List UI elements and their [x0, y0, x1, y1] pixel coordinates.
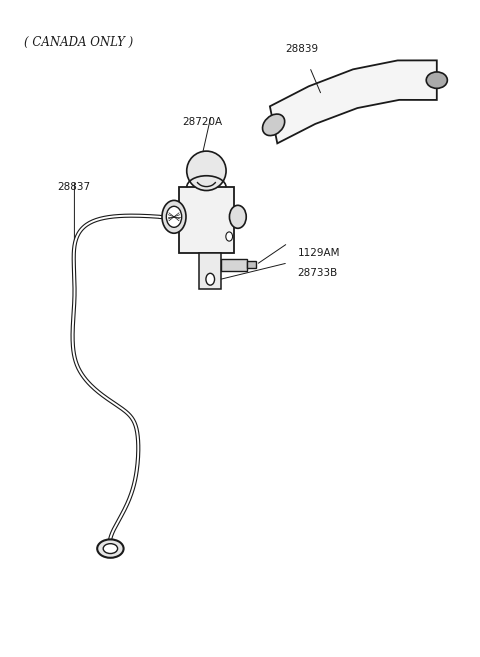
Bar — [200, 253, 221, 289]
Text: 28839: 28839 — [286, 44, 319, 55]
Text: 28720A: 28720A — [182, 116, 223, 127]
Ellipse shape — [162, 200, 186, 233]
Ellipse shape — [229, 205, 246, 228]
Ellipse shape — [97, 539, 124, 558]
Ellipse shape — [187, 151, 226, 191]
Text: 28837: 28837 — [58, 182, 91, 193]
Bar — [179, 187, 234, 253]
Polygon shape — [270, 60, 437, 143]
Ellipse shape — [263, 114, 285, 135]
Text: 1129AM: 1129AM — [298, 248, 340, 258]
Circle shape — [226, 232, 232, 241]
Ellipse shape — [426, 72, 447, 88]
Ellipse shape — [166, 206, 182, 227]
Circle shape — [206, 273, 215, 285]
Text: ( CANADA ONLY ): ( CANADA ONLY ) — [24, 36, 133, 49]
Bar — [221, 259, 248, 271]
Text: 28733B: 28733B — [298, 267, 338, 278]
Bar — [248, 261, 256, 268]
Ellipse shape — [103, 544, 118, 553]
